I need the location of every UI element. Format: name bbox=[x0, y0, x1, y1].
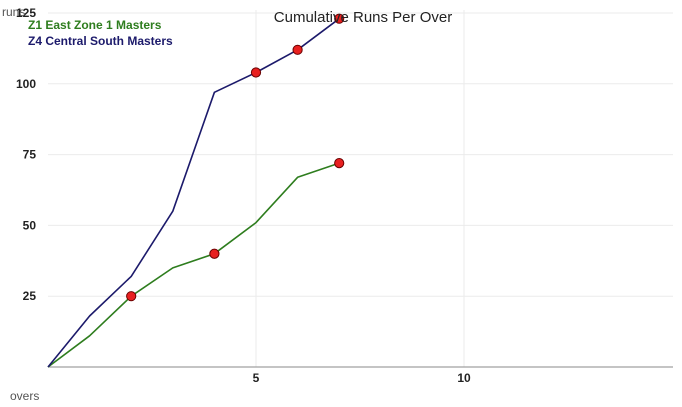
chart-title: Cumulative Runs Per Over bbox=[274, 9, 452, 26]
wicket-marker bbox=[334, 157, 345, 169]
legend: Z1 East Zone 1 Masters Z4 Central South … bbox=[28, 18, 173, 48]
tick-labels: 25 50 75 100 125 5 10 bbox=[16, 6, 471, 385]
wicket-marker bbox=[334, 13, 345, 24]
y-tick-label: 25 bbox=[23, 289, 37, 303]
y-tick-label: 50 bbox=[23, 218, 37, 232]
y-tick-label: 125 bbox=[16, 6, 36, 20]
wicket-marker bbox=[250, 67, 262, 78]
grid bbox=[48, 10, 673, 367]
x-tick-label: 10 bbox=[457, 371, 471, 385]
wicket-marker bbox=[292, 44, 303, 55]
x-axis-label: overs bbox=[10, 389, 39, 403]
wicket-marker bbox=[126, 291, 137, 302]
legend-entry-z4: Z4 Central South Masters bbox=[28, 34, 173, 48]
y-tick-label: 100 bbox=[16, 77, 36, 91]
series-line-1 bbox=[47, 162, 340, 368]
series-line-2 bbox=[47, 18, 340, 368]
x-tick-label: 5 bbox=[253, 371, 260, 385]
wicket-marker bbox=[209, 248, 220, 259]
y-tick-label: 75 bbox=[23, 148, 37, 162]
series-lines bbox=[47, 18, 340, 368]
legend-entry-z1: Z1 East Zone 1 Masters bbox=[28, 18, 162, 32]
wicket-markers bbox=[126, 13, 345, 302]
y-axis-label: runs bbox=[2, 5, 25, 19]
